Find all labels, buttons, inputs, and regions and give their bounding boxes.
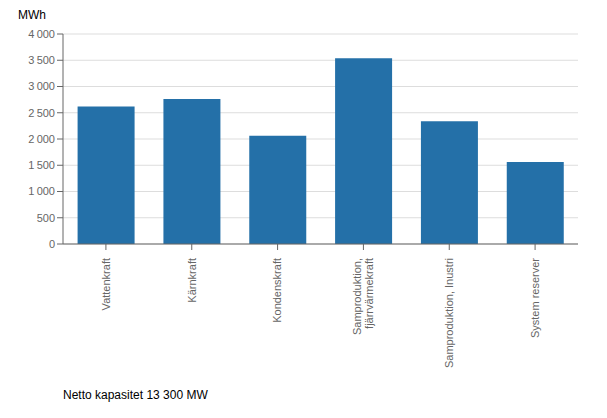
svg-text:2 500: 2 500 bbox=[28, 107, 55, 119]
svg-text:Kondenskraft: Kondenskraft bbox=[271, 258, 283, 323]
svg-text:Samproduktion, Inustri: Samproduktion, Inustri bbox=[443, 258, 455, 368]
svg-text:4 000: 4 000 bbox=[28, 28, 55, 40]
svg-text:Samproduktion,fjärrvärmekraft: Samproduktion,fjärrvärmekraft bbox=[351, 258, 375, 335]
svg-text:System reserver: System reserver bbox=[529, 258, 541, 338]
html-text:MWh: MWh bbox=[18, 8, 46, 22]
svg-text:Kärnkraft: Kärnkraft bbox=[186, 258, 198, 303]
html-text:Netto kapasitet 13 300 MW: Netto kapasitet 13 300 MW bbox=[63, 388, 208, 402]
svg-text:Vattenkraft: Vattenkraft bbox=[100, 258, 112, 310]
svg-text:500: 500 bbox=[37, 212, 55, 224]
svg-text:0: 0 bbox=[49, 238, 55, 250]
svg-text:3 500: 3 500 bbox=[28, 54, 55, 66]
svg-text:1 000: 1 000 bbox=[28, 185, 55, 197]
svg-text:2 000: 2 000 bbox=[28, 133, 55, 145]
svg-text:3 000: 3 000 bbox=[28, 80, 55, 92]
svg-text:1 500: 1 500 bbox=[28, 159, 55, 171]
